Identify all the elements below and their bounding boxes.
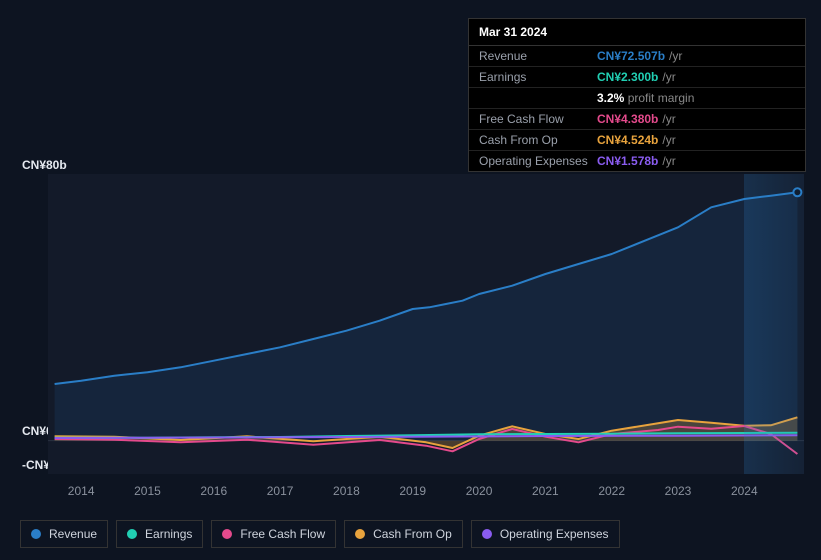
tooltip-row: EarningsCN¥2.300b/yr [469,67,805,88]
tooltip-row-suffix: /yr [669,49,682,63]
tooltip-row-suffix: /yr [662,70,675,84]
x-axis-tick: 2018 [333,484,360,498]
legend-item[interactable]: Revenue [20,520,108,548]
legend-label: Operating Expenses [500,527,609,541]
tooltip-row-label: Revenue [479,49,597,63]
legend-label: Earnings [145,527,192,541]
tooltip-row: Free Cash FlowCN¥4.380b/yr [469,109,805,130]
legend-item[interactable]: Operating Expenses [471,520,620,548]
legend-item[interactable]: Free Cash Flow [211,520,336,548]
tooltip-row-value: CN¥4.380b [597,112,658,126]
tooltip-row-value: CN¥72.507b [597,49,665,63]
x-axis-tick: 2017 [267,484,294,498]
x-axis-tick: 2020 [466,484,493,498]
x-axis: 2014 2015 2016 2017 2018 2019 2020 2021 2022 2023… [48,484,804,500]
legend-item[interactable]: Cash From Op [344,520,463,548]
tooltip-row-value: CN¥4.524b [597,133,658,147]
chart-legend: Revenue Earnings Free Cash Flow Cash From O… [20,520,620,548]
forecast-highlight [744,174,804,474]
chart-tooltip: Mar 31 2024 RevenueCN¥72.507b/yrEarnings… [468,18,806,172]
tooltip-date: Mar 31 2024 [469,19,805,46]
legend-label: Revenue [49,527,97,541]
legend-swatch [482,529,492,539]
tooltip-rows: RevenueCN¥72.507b/yrEarningsCN¥2.300b/yr… [469,46,805,171]
x-axis-tick: 2016 [200,484,227,498]
legend-swatch [222,529,232,539]
x-axis-tick: 2019 [399,484,426,498]
x-axis-tick: 2022 [598,484,625,498]
x-axis-tick: 2014 [68,484,95,498]
legend-item[interactable]: Earnings [116,520,203,548]
tooltip-row-extra: 3.2% profit margin [597,91,694,105]
x-axis-tick: 2023 [665,484,692,498]
legend-swatch [127,529,137,539]
tooltip-row-suffix: /yr [662,133,675,147]
tooltip-row: 3.2% profit margin [469,88,805,109]
tooltip-row-value: CN¥2.300b [597,70,658,84]
tooltip-row: Cash From OpCN¥4.524b/yr [469,130,805,151]
financial-chart: CN¥80b CN¥0 -CN¥10b [18,158,804,478]
tooltip-row-label: Free Cash Flow [479,112,597,126]
legend-swatch [355,529,365,539]
tooltip-row-label: Earnings [479,70,597,84]
x-axis-tick: 2024 [731,484,758,498]
tooltip-row-suffix: /yr [662,112,675,126]
x-axis-tick: 2021 [532,484,559,498]
y-axis-label-top: CN¥80b [22,158,67,172]
legend-label: Cash From Op [373,527,452,541]
chart-svg [48,174,804,474]
x-axis-tick: 2015 [134,484,161,498]
legend-label: Free Cash Flow [240,527,325,541]
legend-swatch [31,529,41,539]
plot-area[interactable] [48,174,804,474]
tooltip-row-label: Cash From Op [479,133,597,147]
tooltip-row: RevenueCN¥72.507b/yr [469,46,805,67]
